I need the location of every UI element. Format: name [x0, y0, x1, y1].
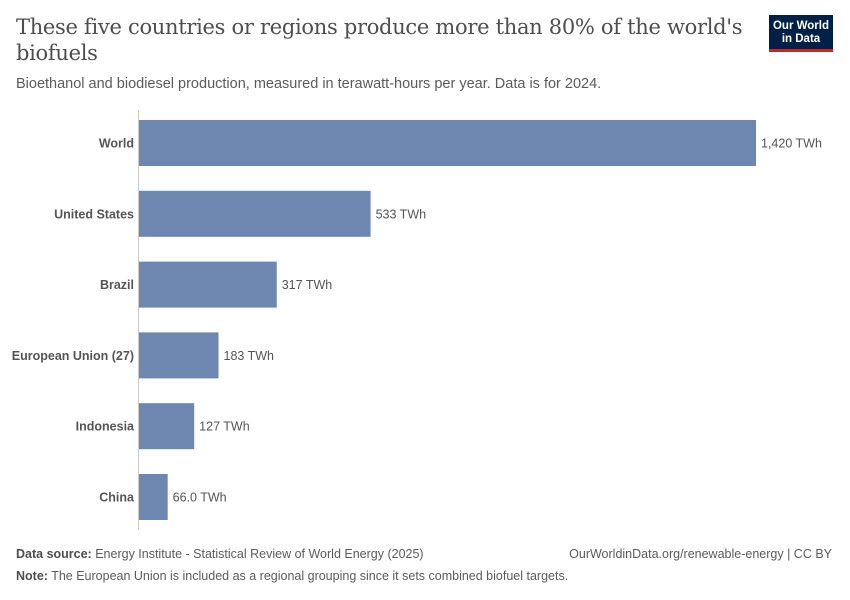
category-label: Brazil — [100, 278, 134, 292]
chart-subtitle: Bioethanol and biodiesel production, mea… — [16, 76, 602, 92]
chart-title: These five countries or regions produce … — [16, 15, 743, 65]
data-source: Data source: Energy Institute - Statisti… — [16, 547, 424, 561]
source-url-link[interactable]: OurWorldinData.org/renewable-energy | CC… — [569, 547, 832, 561]
source-text: Energy Institute - Statistical Review of… — [91, 547, 424, 561]
bar-european-union-27- — [139, 332, 219, 379]
data-label: 533 TWh — [376, 207, 427, 221]
bar-world — [139, 120, 756, 166]
data-label: 127 TWh — [199, 420, 250, 434]
note-text: The European Union is included as a regi… — [47, 569, 569, 583]
category-label: China — [99, 491, 135, 505]
note-label: Note: — [16, 569, 48, 583]
category-label: World — [99, 137, 134, 151]
note: Note: The European Union is included as … — [16, 569, 568, 583]
category-label: United States — [54, 207, 134, 221]
category-label: Indonesia — [76, 420, 135, 434]
bar-united-states — [139, 190, 371, 237]
data-label: 1,420 TWh — [761, 137, 822, 151]
category-label: European Union (27) — [12, 349, 134, 363]
source-label: Data source: — [16, 547, 92, 561]
data-label: 183 TWh — [224, 349, 275, 363]
owid-logo[interactable]: Our World in Data — [769, 15, 833, 52]
bar-china — [139, 474, 168, 520]
bar-brazil — [139, 261, 277, 308]
data-label: 317 TWh — [282, 278, 333, 292]
bar-indonesia — [139, 403, 195, 450]
data-label: 66.0 TWh — [173, 491, 227, 505]
